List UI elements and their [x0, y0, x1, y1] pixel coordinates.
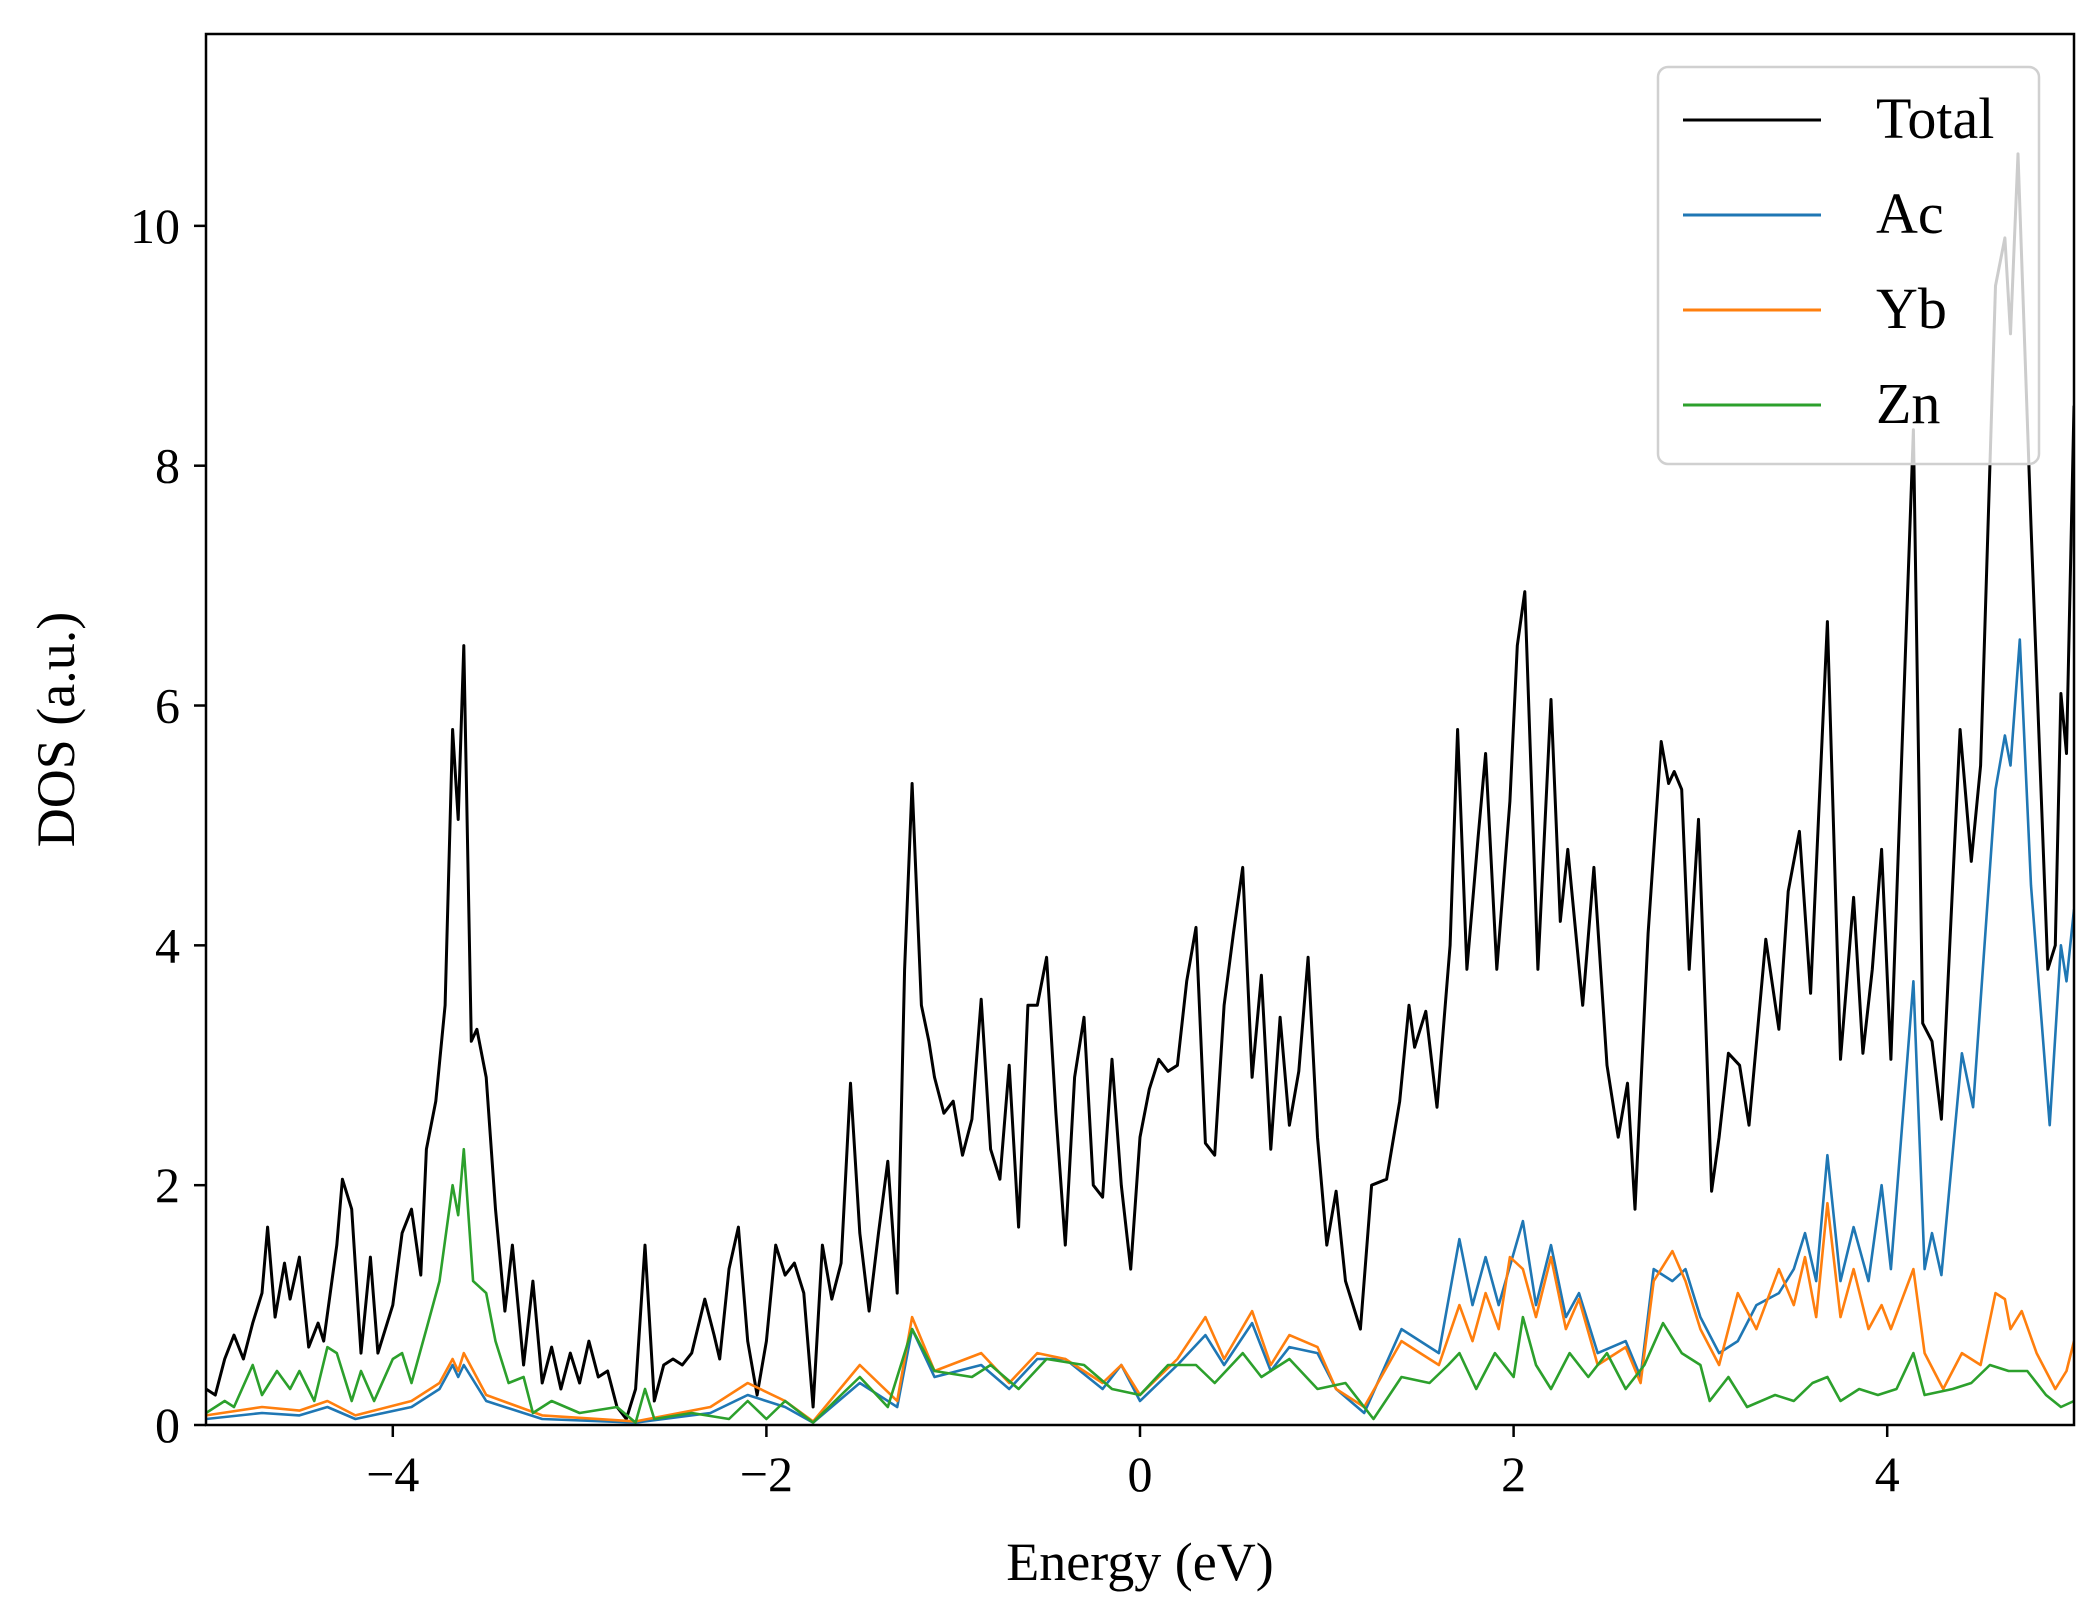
x-axis-label: Energy (eV): [1006, 1532, 1273, 1592]
y-tick-label: 4: [155, 917, 180, 973]
legend-label-zn: Zn: [1876, 371, 1940, 436]
y-tick-label: 6: [155, 678, 180, 734]
legend-box: [1656, 65, 2041, 466]
x-tick-label: 2: [1501, 1446, 1526, 1502]
y-tick-label: 10: [130, 198, 180, 254]
series-line-total: [206, 152, 2074, 1421]
legend-label-total: Total: [1876, 86, 1994, 151]
y-tick-label: 8: [155, 438, 180, 494]
x-tick-label: −2: [740, 1446, 793, 1502]
y-tick-label: 2: [155, 1157, 180, 1213]
legend-label-yb: Yb: [1876, 276, 1947, 341]
series-line-ac: [206, 638, 2074, 1424]
y-tick-label: 0: [155, 1397, 180, 1453]
legend-label-ac: Ac: [1876, 181, 1944, 246]
y-axis-label: DOS (a.u.): [26, 612, 86, 847]
series-line-yb: [206, 1201, 2074, 1423]
x-tick-label: −4: [366, 1446, 419, 1502]
x-tick-label: 0: [1128, 1446, 1153, 1502]
x-tick-label: 4: [1875, 1446, 1900, 1502]
series-line-zn: [206, 1147, 2074, 1424]
